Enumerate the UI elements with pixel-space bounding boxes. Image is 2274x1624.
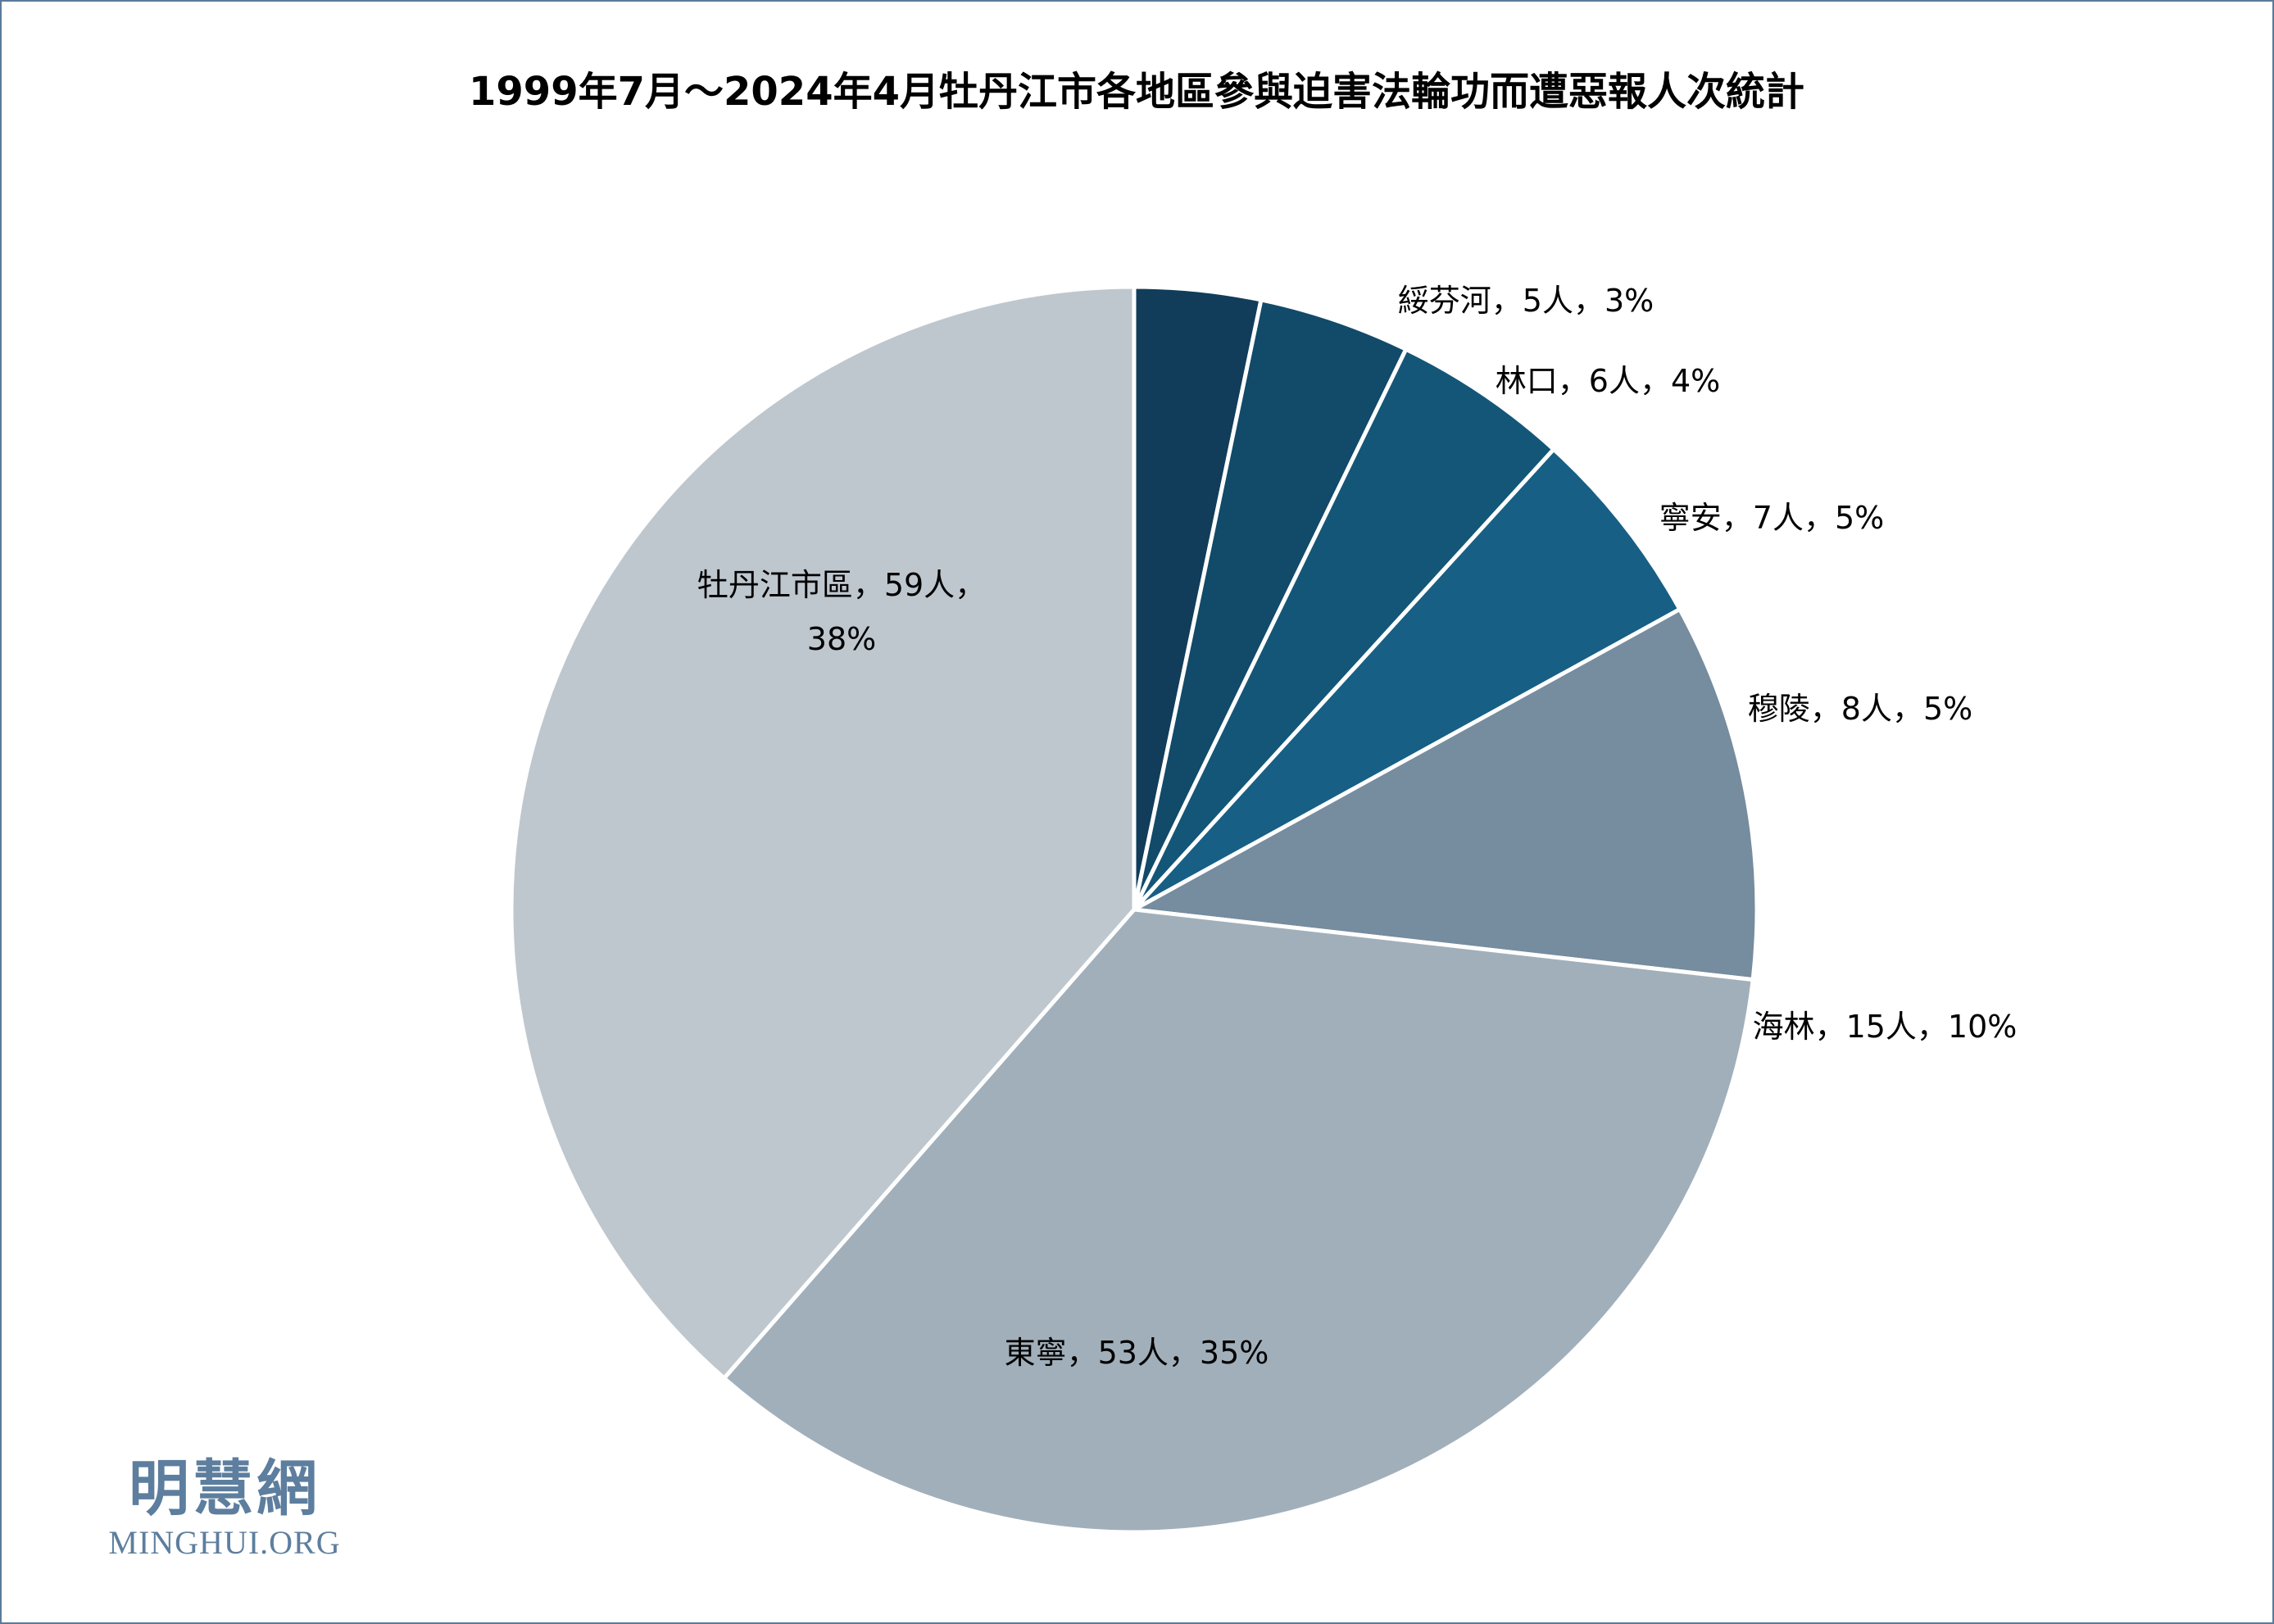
pie-slice-7	[509, 284, 1137, 1381]
pie-slice-6	[722, 907, 1755, 1535]
slice-label-7: 牡丹江市區，59人， 38%	[697, 567, 986, 657]
slice-label-line: 牡丹江市區，59人，	[697, 567, 986, 603]
slice-label-6: 東寧，53人，35%	[1005, 1335, 1269, 1371]
slice-label-4: 穆陵，8人，5%	[1748, 691, 1972, 727]
minghui-logo: 明慧網 MINGHUI.ORG	[93, 1454, 356, 1562]
pie-slices	[509, 284, 1759, 1535]
slice-label-2: 林口，6人，4%	[1496, 363, 1720, 399]
slice-label-line: 海林，15人，10%	[1753, 1009, 2018, 1045]
pie-labels: 綏芬河，5人，3% 林口，6人，4% 寧安，7人，5% 穆陵，8人，5% 海林，15人，…	[697, 283, 2018, 1371]
logo-chinese-text: 明慧網	[129, 1454, 320, 1524]
pie-slice-5	[1132, 607, 1759, 982]
pie-slice-2	[1132, 297, 1409, 912]
chart-title: 1999年7月～2024年4月牡丹江市各地區參與迫害法輪功而遭惡報人次統計	[469, 69, 1804, 115]
slice-label-line: 綏芬河，5人，3%	[1398, 283, 1654, 319]
slice-label-5: 海林，15人，10%	[1753, 1009, 2018, 1045]
slice-label-line: 穆陵，8人，5%	[1748, 691, 1972, 727]
slice-label-line: 寧安，7人，5%	[1659, 500, 1884, 536]
slice-label-line: 38%	[807, 621, 876, 657]
logo-english-text: MINGHUI.ORG	[108, 1524, 341, 1561]
slice-label-line: 林口，6人，4%	[1496, 363, 1720, 399]
slice-label-3: 寧安，7人，5%	[1659, 500, 1884, 536]
slice-label-line: 東寧，53人，35%	[1005, 1335, 1269, 1371]
slice-label-1: 綏芬河，5人，3%	[1398, 283, 1654, 319]
pie-slice-3	[1132, 347, 1556, 912]
pie-slice-4	[1132, 447, 1682, 912]
